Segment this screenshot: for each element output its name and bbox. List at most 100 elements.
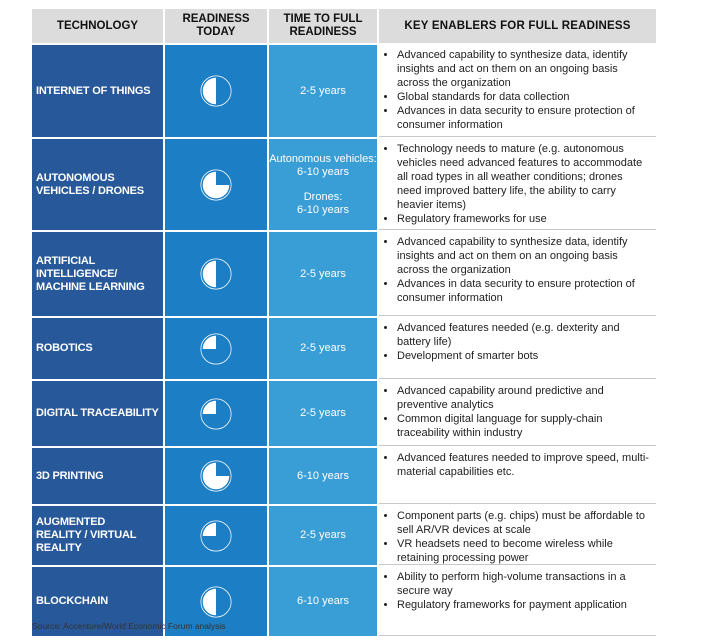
enabler-item: Advanced features needed (e.g. dexterity… [397,321,650,349]
readiness-pie-fill [202,399,230,428]
readiness-pie-outline [201,76,231,106]
time-line: 2-5 years [300,84,346,97]
enabler-item: Common digital language for supply-chain… [397,412,650,440]
time-line: 2-5 years [300,407,346,419]
readiness-pie-icon [200,520,232,551]
technology-cell: ARTIFICIAL INTELLIGENCE/MACHINE LEARNING [32,232,163,316]
readiness-cell [165,567,267,636]
enablers-list: Ability to perform high-volume transacti… [385,570,650,612]
enabler-item: Advanced capability to synthesize data, … [397,48,650,90]
technology-cell: BLOCKCHAIN [32,567,163,636]
enabler-item: Development of smarter bots [397,349,650,363]
readiness-pie-outline [201,169,231,200]
time-line: 2-5 years [300,342,346,354]
readiness-table: TECHNOLOGY READINESS TODAY TIME TO FULL … [32,9,656,636]
technology-name-line: REALITY / VIRTUAL [36,529,137,541]
technology-cell: 3D PRINTING [32,448,163,504]
source-note: Source: Accenture/World Economic Forum a… [32,621,226,631]
time-to-readiness-cell: 2-5 years [269,45,377,137]
enabler-item: Component parts (e.g. chips) must be aff… [397,509,650,537]
time-to-readiness-cell: 2-5 years [269,318,377,379]
readiness-pie-icon [200,75,232,107]
time-line: 6-10 years [297,469,349,482]
header-readiness-today: READINESS TODAY [165,9,267,43]
readiness-pie-outline [201,520,231,551]
time-line: 2-5 years [300,267,346,280]
readiness-cell [165,318,267,379]
technology-cell: ROBOTICS [32,318,163,379]
readiness-cell [165,139,267,230]
technology-cell: AUTONOMOUS VEHICLES / DRONES [32,139,163,230]
technology-name-line: REALITY [36,542,82,554]
time-line: Drones: [303,190,343,203]
technology-name-line: INTELLIGENCE/ [36,267,118,280]
readiness-cell [165,232,267,316]
enablers-list: Technology needs to mature (e.g. autonom… [385,142,650,226]
enabler-item: Advanced capability to synthesize data, … [397,235,650,277]
readiness-pie-icon [200,398,232,429]
enablers-cell: Advanced capability around predictive an… [379,381,656,446]
readiness-pie-icon [200,258,232,290]
technology-name-line: AUGMENTED [36,516,106,528]
technology-name-line: VEHICLES / DRONES [36,184,144,197]
header-readiness-line: TODAY [196,26,236,38]
time-to-readiness-cell: 2-5 years [269,381,377,446]
technology-cell: DIGITAL TRACEABILITY [32,381,163,446]
enablers-cell: Ability to perform high-volume transacti… [379,567,656,636]
enabler-item: Regulatory frameworks for payment applic… [397,598,650,612]
enablers-cell: Component parts (e.g. chips) must be aff… [379,506,656,565]
readiness-pie-outline [201,586,231,617]
enablers-cell: Advanced features needed to improve spee… [379,448,656,504]
readiness-pie-fill [202,334,230,363]
enabler-item: Advanced features needed to improve spee… [397,451,650,479]
technology-name-line: AUTONOMOUS [36,171,115,184]
readiness-pie-icon [200,169,232,200]
time-line: 2-5 years [300,529,346,541]
header-key-enablers: KEY ENABLERS FOR FULL READINESS [379,9,656,43]
enabler-item: Technology needs to mature (e.g. autonom… [397,142,650,212]
time-line: Autonomous vehicles: [269,152,377,165]
enabler-item: Global standards for data collection [397,90,650,104]
enabler-item: Ability to perform high-volume transacti… [397,570,650,598]
enablers-cell: Technology needs to mature (e.g. autonom… [379,139,656,230]
enablers-cell: Advanced capability to synthesize data, … [379,45,656,137]
enabler-item: Regulatory frameworks for use [397,212,650,226]
header-time-line: TIME TO FULL [283,13,363,25]
enablers-list: Component parts (e.g. chips) must be aff… [385,509,650,564]
time-line: 6-10 years [297,165,349,178]
header-time-line: READINESS [289,26,357,38]
readiness-pie-outline [201,398,231,429]
readiness-pie-icon [200,460,232,492]
time-to-readiness-cell: Autonomous vehicles: 6-10 years Drones: 6-1… [269,139,377,230]
enabler-item: Advances in data security to ensure prot… [397,104,650,132]
readiness-pie-fill [202,521,230,550]
readiness-cell [165,506,267,565]
enablers-list: Advanced features needed to improve spee… [385,451,650,479]
technology-name-line: INTERNET OF THINGS [36,84,151,97]
readiness-pie-fill [216,77,230,105]
readiness-cell [165,45,267,137]
time-to-readiness-cell: 6-10 years [269,448,377,504]
technology-cell: AUGMENTED REALITY / VIRTUAL REALITY [32,506,163,565]
enablers-cell: Advanced capability to synthesize data, … [379,232,656,316]
readiness-cell [165,381,267,446]
readiness-pie-fill [216,587,230,616]
technology-name-line: ARTIFICIAL [36,254,96,267]
readiness-pie-fill [216,170,230,185]
time-line: 6-10 years [297,203,349,216]
enabler-item: Advanced capability around predictive an… [397,384,650,412]
header-readiness-line: READINESS [182,13,250,25]
time-to-readiness-cell: 2-5 years [269,232,377,316]
readiness-pie-icon [200,333,232,364]
enablers-cell: Advanced features needed (e.g. dexterity… [379,318,656,379]
technology-name-line: DIGITAL TRACEABILITY [36,407,159,419]
readiness-pie-fill [216,260,230,288]
time-to-readiness-cell: 2-5 years [269,506,377,565]
enablers-list: Advanced capability around predictive an… [385,384,650,440]
enabler-item: Advances in data security to ensure prot… [397,277,650,305]
time-to-readiness-cell: 6-10 years [269,567,377,636]
header-time-to-full-readiness: TIME TO FULL READINESS [269,9,377,43]
enablers-list: Advanced capability to synthesize data, … [385,235,650,305]
readiness-cell [165,448,267,504]
enabler-item: VR headsets need to become wireless whil… [397,537,650,564]
